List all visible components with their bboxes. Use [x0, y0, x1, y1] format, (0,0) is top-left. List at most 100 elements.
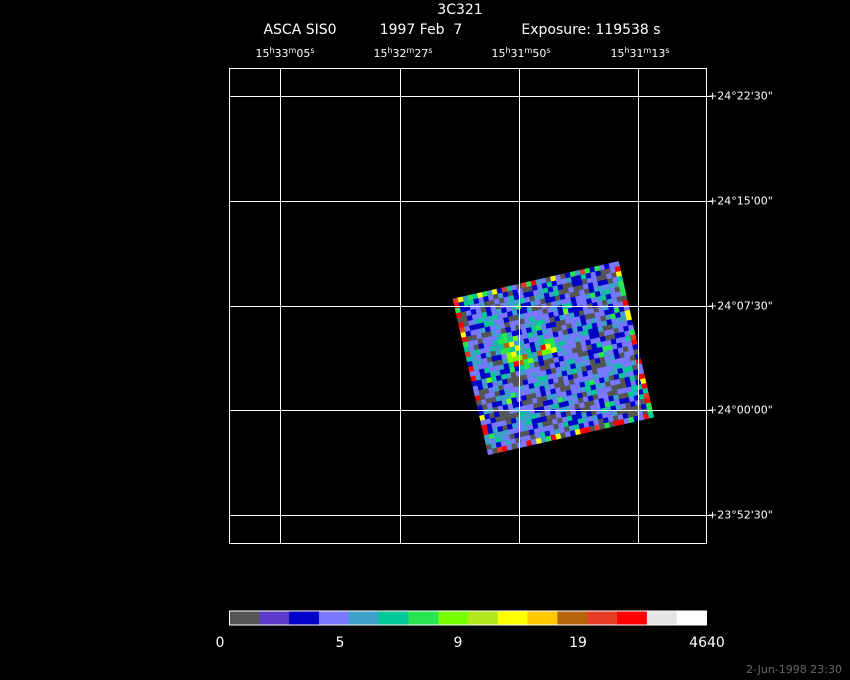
- image-pixel: [552, 351, 559, 359]
- image-pixel: [543, 338, 551, 345]
- image-pixel: [519, 343, 526, 351]
- image-pixel: [482, 295, 490, 303]
- image-pixel: [576, 279, 584, 287]
- image-pixel: [572, 326, 579, 334]
- image-pixel: [583, 355, 590, 362]
- image-pixel: [604, 288, 611, 296]
- image-pixel: [627, 324, 635, 331]
- image-pixel: [457, 317, 464, 324]
- image-pixel: [641, 382, 648, 390]
- image-pixel: [467, 361, 474, 368]
- image-pixel: [610, 384, 618, 392]
- image-pixel: [495, 349, 502, 356]
- image-pixel: [597, 392, 604, 400]
- image-pixel: [586, 390, 593, 397]
- image-pixel: [476, 333, 483, 340]
- image-pixel: [524, 435, 532, 442]
- image-pixel: [558, 427, 566, 434]
- image-pixel: [586, 323, 594, 330]
- image-pixel: [506, 444, 513, 451]
- image-pixel: [608, 421, 616, 428]
- image-pixel: [589, 358, 596, 366]
- image-pixel: [508, 428, 515, 435]
- image-pixel: [469, 370, 476, 378]
- image-pixel: [611, 276, 619, 284]
- image-pixel: [540, 369, 548, 377]
- image-pixel: [570, 296, 577, 303]
- image-pixel: [543, 425, 550, 433]
- colorbar-label: 19: [569, 635, 587, 651]
- image-pixel: [531, 418, 538, 425]
- image-pixel: [598, 331, 605, 338]
- image-pixel: [511, 309, 519, 317]
- image-pixel: [511, 376, 518, 383]
- image-pixel: [518, 339, 525, 346]
- image-pixel: [555, 299, 563, 307]
- image-pixel: [558, 401, 565, 409]
- image-pixel: [581, 345, 588, 352]
- image-pixel: [555, 274, 562, 281]
- image-pixel: [521, 307, 528, 314]
- image-pixel: [486, 423, 493, 430]
- image-pixel: [524, 388, 531, 396]
- image-pixel: [487, 294, 495, 302]
- image-pixel: [640, 403, 648, 410]
- image-pixel: [559, 339, 566, 347]
- image-pixel: [533, 361, 541, 368]
- colorbar-label: 0: [216, 635, 225, 651]
- image-pixel: [500, 307, 508, 314]
- image-pixel: [526, 419, 533, 426]
- image-pixel: [562, 308, 570, 315]
- image-pixel: [489, 325, 496, 332]
- image-pixel: [532, 310, 539, 317]
- image-pixel: [562, 395, 569, 403]
- image-pixel: [538, 380, 545, 388]
- image-pixel: [567, 307, 574, 314]
- image-pixel: [518, 385, 525, 392]
- image-pixel: [613, 373, 620, 381]
- image-pixel: [631, 385, 638, 392]
- image-pixel: [486, 377, 493, 384]
- image-pixel: [489, 437, 496, 445]
- image-pixel: [540, 323, 547, 331]
- image-pixel: [585, 318, 592, 326]
- image-pixel: [506, 310, 514, 318]
- image-pixel: [580, 365, 588, 373]
- image-pixel: [574, 382, 581, 390]
- image-pixel: [527, 403, 535, 410]
- image-pixel: [534, 320, 541, 327]
- image-pixel: [595, 295, 603, 303]
- ra-label-part: 15: [255, 47, 269, 60]
- image-pixel: [487, 428, 494, 435]
- image-pixel: [478, 368, 486, 375]
- image-pixel: [498, 343, 506, 350]
- image-pixel: [592, 281, 599, 288]
- image-pixel: [616, 275, 624, 283]
- image-pixel: [487, 382, 494, 389]
- image-pixel: [492, 314, 499, 321]
- image-pixel: [560, 319, 567, 326]
- image-pixel: [593, 352, 600, 360]
- image-pixel: [576, 346, 583, 353]
- image-pixel: [576, 392, 584, 399]
- image-pixel: [598, 264, 606, 271]
- colorbar-swatch: [408, 611, 439, 625]
- image-pixel: [474, 328, 482, 335]
- image-pixel: [574, 336, 581, 343]
- image-pixel: [533, 294, 541, 301]
- image-pixel: [472, 318, 480, 326]
- image-pixel: [545, 276, 552, 283]
- image-pixel: [555, 366, 562, 373]
- image-pixel: [537, 334, 545, 341]
- image-pixel: [595, 362, 602, 369]
- image-pixel: [484, 346, 491, 354]
- image-pixel: [461, 316, 469, 323]
- image-pixel: [610, 271, 618, 279]
- image-pixel: [627, 391, 635, 398]
- image-pixel: [507, 357, 514, 364]
- image-pixel: [566, 415, 573, 422]
- image-pixel: [603, 283, 610, 291]
- image-pixel: [613, 419, 621, 427]
- image-pixel: [586, 344, 593, 351]
- image-pixel: [607, 349, 615, 356]
